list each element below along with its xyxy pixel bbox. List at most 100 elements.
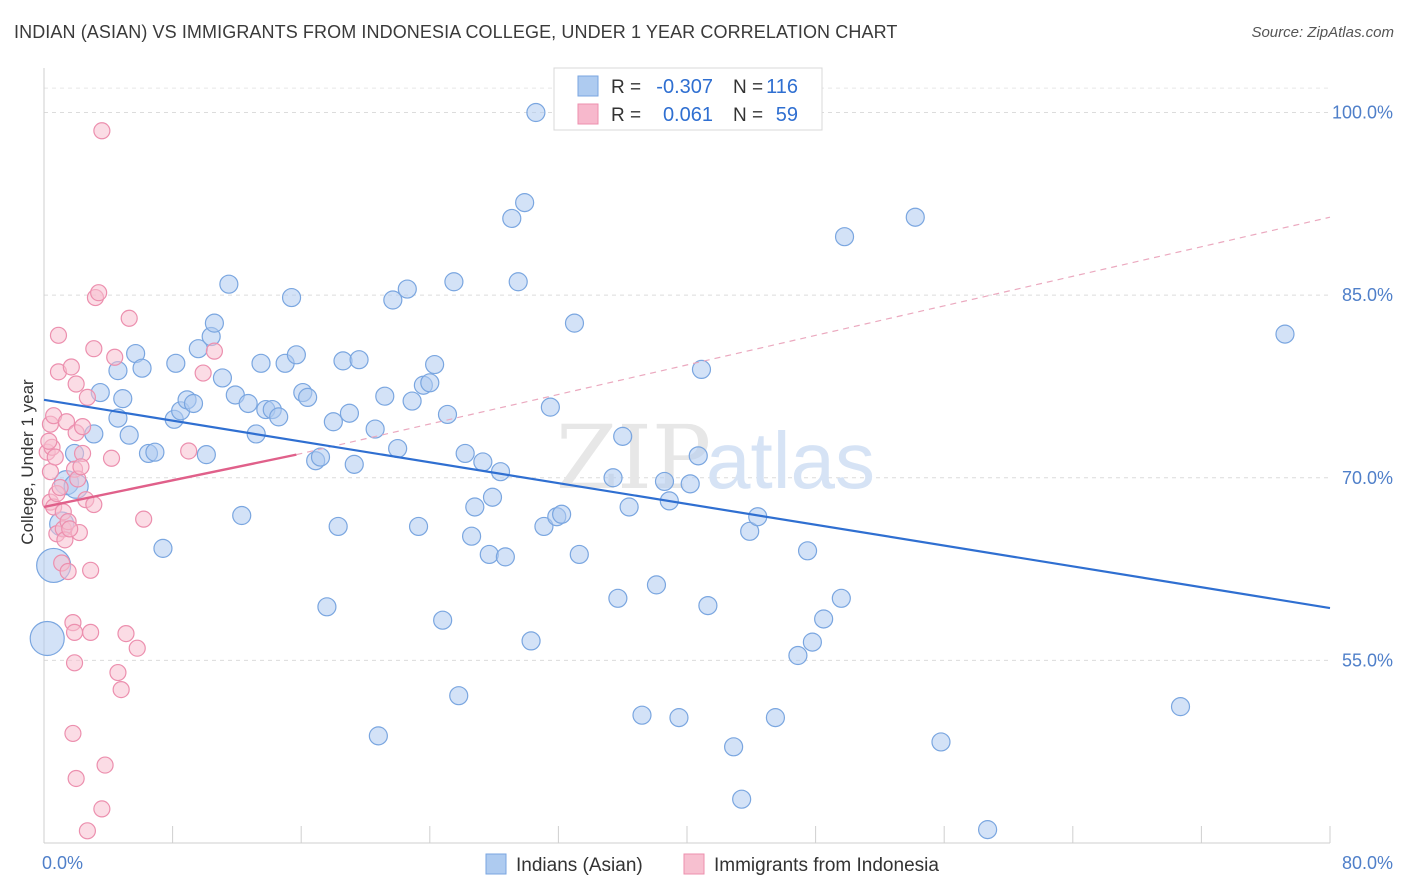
data-point-indonesia (205, 342, 223, 360)
data-point-indonesia (64, 724, 82, 743)
data-point-indian (368, 726, 388, 746)
data-point-indian (688, 446, 708, 466)
stats-n-value-pink: 59 (776, 104, 798, 126)
data-point-indian (619, 497, 639, 517)
bottom-legend: Indians (Asian) Immigrants from Indonesi… (485, 853, 939, 876)
data-point-indian (286, 345, 306, 365)
legend-label-blue: Indians (Asian) (516, 855, 643, 876)
data-point-indonesia (82, 623, 100, 641)
data-point-indian (344, 454, 364, 474)
data-point-indian (814, 609, 834, 629)
data-point-indian (339, 403, 360, 423)
data-point-indonesia (73, 418, 92, 436)
data-point-indian (328, 516, 348, 537)
legend-swatch-pink (683, 853, 705, 875)
data-point-indian (349, 350, 369, 370)
data-point-indonesia (51, 478, 69, 497)
data-point-indian (654, 471, 675, 492)
data-point-indian (119, 425, 139, 445)
stats-r-label-pink: R = (611, 105, 641, 126)
data-point-indonesia (65, 623, 84, 641)
data-point-indian (113, 389, 133, 409)
data-point-indonesia (62, 358, 80, 376)
data-point-indian (765, 708, 786, 728)
data-point-indonesia (61, 520, 79, 538)
data-point-indian (680, 474, 700, 494)
data-point-indian (1275, 324, 1295, 344)
data-point-indian (145, 442, 165, 462)
data-point-indian (444, 272, 464, 292)
data-point-indian (433, 610, 453, 630)
data-point-indian (552, 504, 572, 524)
data-point-indian (238, 393, 258, 414)
data-point-indian (831, 588, 851, 608)
data-point-indian (408, 516, 429, 537)
data-point-indian (834, 227, 855, 247)
series-indians-asian (29, 102, 1295, 840)
data-point-indian (669, 708, 689, 728)
data-point-indian (375, 386, 395, 406)
stats-n-label-pink: N = (733, 105, 763, 126)
y-tick-label: 55.0% (1342, 650, 1393, 670)
stats-r-value-blue: -0.307 (656, 76, 713, 98)
stats-n-label-blue: N = (733, 77, 763, 98)
data-point-indonesia (67, 375, 85, 393)
data-point-indonesia (93, 122, 111, 140)
data-point-indonesia (135, 510, 153, 528)
data-point-indian (465, 497, 485, 517)
data-point-indian (298, 387, 318, 408)
stats-box-frame (553, 67, 823, 131)
chart-title: INDIAN (ASIAN) VS IMMIGRANTS FROM INDONE… (14, 22, 898, 42)
data-point-indian (905, 207, 925, 227)
legend-label-pink: Immigrants from Indonesia (714, 855, 939, 876)
data-point-indonesia (46, 448, 64, 466)
stats-r-value-pink: 0.061 (663, 104, 713, 126)
data-point-indian (153, 538, 173, 558)
data-point-indian (732, 789, 752, 809)
grid-lines (44, 87, 1330, 661)
watermark-atlas: atlas (706, 416, 875, 505)
data-point-indian (196, 445, 216, 465)
data-point-indian (333, 351, 353, 371)
data-point-indian (797, 541, 818, 561)
data-point-indian (310, 447, 331, 467)
data-point-indian (183, 393, 204, 414)
data-point-indian (613, 426, 633, 446)
data-point-indian (232, 505, 252, 526)
data-point-indian (365, 419, 385, 439)
data-point-indian (540, 397, 560, 417)
watermark-zip: ZIP (556, 406, 711, 509)
data-point-indonesia (85, 340, 103, 358)
data-point-indonesia (65, 654, 84, 672)
data-point-indonesia (106, 348, 124, 366)
data-point-indonesia (40, 432, 58, 450)
data-point-indian (724, 737, 744, 757)
data-point-indonesia (67, 769, 85, 788)
data-point-indian (526, 102, 546, 123)
x-tick-label: 0.0% (42, 853, 83, 873)
data-point-indian (646, 575, 667, 595)
data-point-indonesia (49, 326, 68, 344)
y-axis-label: College, Under 1 year (18, 379, 37, 545)
data-point-indian (281, 287, 302, 308)
watermark: ZIP atlas (556, 406, 875, 509)
data-point-indian (788, 645, 808, 666)
data-point-indonesia (78, 388, 97, 407)
data-point-indian (219, 274, 239, 294)
data-point-indian (132, 358, 152, 378)
data-point-indian (508, 272, 528, 292)
series-immigrants-indonesia (38, 122, 223, 840)
data-point-indian (479, 544, 499, 565)
data-point-indian (455, 443, 475, 464)
legend-swatch-blue (485, 853, 507, 875)
stats-swatch-blue (577, 75, 599, 97)
data-point-indonesia (117, 624, 135, 643)
y-tick-label: 100.0% (1332, 103, 1393, 123)
data-point-indian (166, 353, 186, 373)
data-point-indonesia (41, 463, 60, 481)
data-point-indian (420, 373, 440, 393)
data-point-indonesia (96, 756, 114, 774)
tick-labels: 55.0% 70.0% 85.0% 100.0% 0.0% 80.0% (42, 103, 1393, 873)
data-point-indonesia (109, 663, 127, 682)
